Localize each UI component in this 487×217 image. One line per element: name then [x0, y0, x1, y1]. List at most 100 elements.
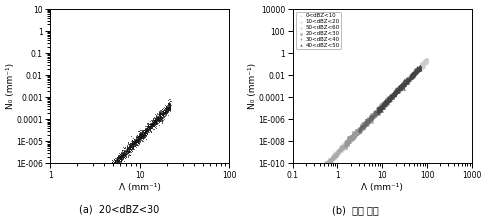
10<dBZ<20 — [330, 155, 337, 159]
20<dBZ<30 — [367, 115, 375, 118]
40<dBZ<50 — [385, 97, 393, 101]
40<dBZ<50 — [402, 81, 410, 85]
Point — [120, 150, 128, 154]
Point — [140, 130, 148, 133]
30<dBZ<40 — [399, 84, 407, 88]
30<dBZ<40 — [376, 108, 384, 112]
Point — [136, 134, 144, 137]
Point — [135, 137, 143, 140]
Point — [154, 116, 162, 119]
Point — [124, 150, 132, 154]
Point — [135, 136, 143, 140]
20<dBZ<30 — [348, 135, 356, 138]
20<dBZ<30 — [342, 144, 350, 147]
Point — [162, 107, 169, 110]
40<dBZ<50 — [412, 69, 420, 72]
Point — [112, 159, 119, 163]
Point — [130, 140, 138, 144]
50<dBZ<60 — [400, 83, 408, 86]
Point — [135, 136, 143, 139]
20<dBZ<30 — [364, 117, 372, 121]
Point — [157, 114, 165, 118]
30<dBZ<40 — [375, 109, 383, 113]
20<dBZ<30 — [356, 129, 363, 132]
30<dBZ<40 — [393, 89, 401, 93]
40<dBZ<50 — [407, 73, 415, 77]
0<dBZ<10 — [333, 152, 341, 155]
40<dBZ<50 — [374, 109, 382, 113]
20<dBZ<30 — [381, 101, 389, 105]
Point — [158, 111, 166, 114]
40<dBZ<50 — [381, 101, 389, 105]
Point — [158, 112, 166, 116]
Point — [155, 110, 163, 113]
Point — [119, 154, 127, 157]
Point — [162, 108, 170, 112]
30<dBZ<40 — [397, 85, 405, 88]
40<dBZ<50 — [378, 104, 386, 107]
30<dBZ<40 — [368, 114, 375, 117]
20<dBZ<30 — [368, 116, 375, 119]
Point — [130, 143, 137, 147]
30<dBZ<40 — [389, 92, 397, 96]
Point — [139, 135, 147, 139]
30<dBZ<40 — [356, 130, 363, 133]
30<dBZ<40 — [402, 81, 410, 84]
Point — [166, 106, 173, 110]
40<dBZ<50 — [388, 94, 396, 98]
50<dBZ<60 — [405, 77, 413, 81]
Point — [150, 116, 157, 120]
30<dBZ<40 — [393, 89, 400, 92]
50<dBZ<60 — [412, 70, 419, 74]
20<dBZ<30 — [355, 129, 363, 133]
50<dBZ<60 — [395, 90, 403, 94]
30<dBZ<40 — [358, 124, 366, 128]
50<dBZ<60 — [415, 66, 423, 69]
30<dBZ<40 — [363, 119, 371, 123]
Point — [116, 156, 124, 159]
Point — [134, 135, 142, 138]
40<dBZ<50 — [377, 106, 385, 110]
30<dBZ<40 — [391, 93, 399, 96]
Point — [156, 115, 164, 119]
Point — [118, 155, 126, 159]
40<dBZ<50 — [407, 73, 414, 77]
30<dBZ<40 — [359, 124, 367, 127]
Point — [145, 125, 153, 128]
Point — [139, 134, 147, 138]
Point — [129, 142, 137, 145]
30<dBZ<40 — [367, 114, 375, 118]
Point — [147, 124, 155, 128]
30<dBZ<40 — [386, 96, 394, 99]
40<dBZ<50 — [379, 104, 387, 108]
Point — [130, 142, 137, 145]
Point — [161, 104, 169, 107]
Point — [165, 106, 172, 110]
50<dBZ<60 — [403, 79, 411, 83]
40<dBZ<50 — [401, 82, 409, 85]
20<dBZ<30 — [342, 142, 350, 146]
Point — [137, 135, 145, 139]
50<dBZ<60 — [406, 76, 414, 80]
Point — [127, 141, 134, 145]
Point — [153, 112, 161, 116]
Point — [112, 159, 120, 163]
30<dBZ<40 — [387, 93, 395, 97]
10<dBZ<20 — [351, 132, 359, 135]
Point — [120, 154, 128, 157]
30<dBZ<40 — [383, 100, 391, 104]
Point — [165, 107, 173, 110]
20<dBZ<30 — [372, 111, 380, 115]
40<dBZ<50 — [408, 74, 416, 77]
20<dBZ<30 — [360, 123, 368, 126]
40<dBZ<50 — [378, 105, 386, 108]
0<dBZ<10 — [337, 145, 345, 148]
Point — [141, 131, 149, 134]
Point — [164, 113, 172, 117]
40<dBZ<50 — [385, 97, 393, 101]
Point — [141, 131, 149, 135]
Point — [127, 145, 134, 149]
20<dBZ<30 — [368, 116, 375, 119]
50<dBZ<60 — [403, 79, 411, 83]
20<dBZ<30 — [371, 111, 379, 115]
